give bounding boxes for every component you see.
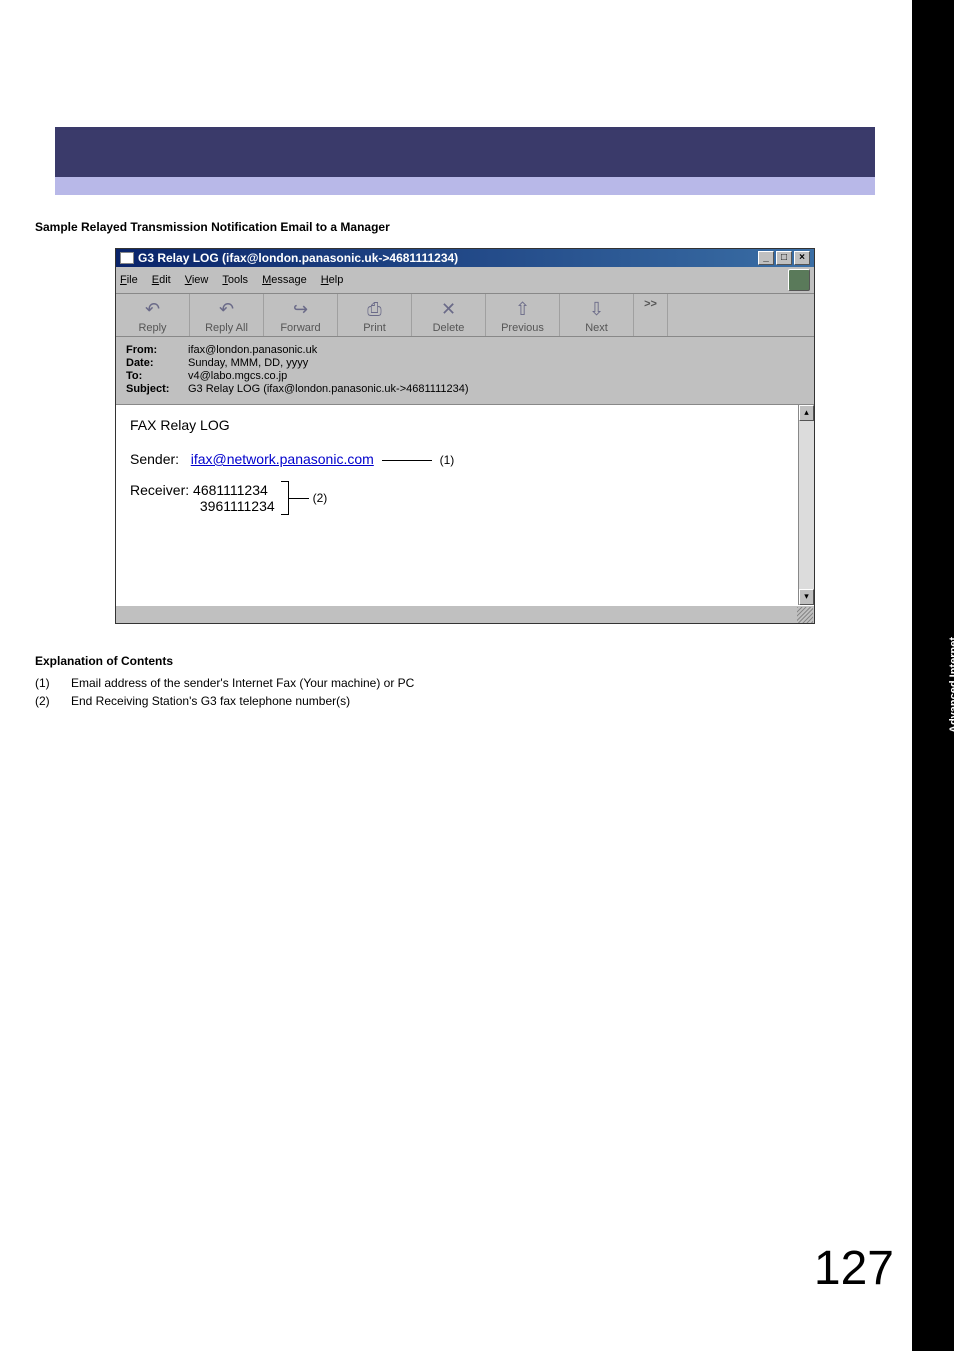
annot-line-1	[382, 460, 432, 461]
titlebar-left: G3 Relay LOG (ifax@london.panasonic.uk->…	[120, 251, 458, 265]
forward-button[interactable]: ↪ Forward	[264, 294, 338, 336]
reply-button-label: Reply	[118, 322, 187, 334]
print-button-label: Print	[340, 322, 409, 334]
sender-link[interactable]: ifax@network.panasonic.com	[191, 451, 374, 467]
receiver-value-0: 4681111234	[193, 482, 268, 498]
minimize-button[interactable]: _	[758, 251, 774, 265]
date-label: Date:	[126, 357, 188, 369]
explanation-row: (1) Email address of the sender's Intern…	[35, 676, 875, 690]
menu-file[interactable]: File	[120, 274, 138, 286]
subject-label: Subject:	[126, 383, 188, 395]
explanation-row: (2) End Receiving Station's G3 fax telep…	[35, 694, 875, 708]
receiver-value-1: 3961111234	[200, 498, 275, 514]
to-value: v4@labo.mgcs.co.jp	[188, 370, 287, 382]
receiver-label: Receiver:	[130, 482, 189, 498]
email-body: FAX Relay LOG Sender: ifax@network.panas…	[116, 405, 814, 527]
next-button-label: Next	[562, 322, 631, 334]
from-label: From:	[126, 344, 188, 356]
explanation-heading: Explanation of Contents	[35, 654, 875, 668]
scroll-down-button[interactable]: ▾	[799, 589, 814, 605]
delete-icon: ✕	[414, 298, 483, 320]
envelope-icon	[120, 252, 134, 264]
print-icon: ⎙	[340, 298, 409, 320]
maximize-button[interactable]: □	[776, 251, 792, 265]
receiver-block: Receiver: 4681111234 3961111234 (2)	[130, 481, 800, 515]
from-value: ifax@london.panasonic.uk	[188, 344, 317, 356]
previous-icon: ⇧	[488, 298, 557, 320]
toolbar: ↶ Reply ↶ Reply All ↪ Forward ⎙ Print ✕ Delete ⇧ Pr…	[116, 294, 814, 337]
page-content: Sample Relayed Transmission Notification…	[35, 220, 875, 712]
side-tab-line1: Advanced Internet	[948, 637, 954, 733]
email-body-area: FAX Relay LOG Sender: ifax@network.panas…	[116, 405, 814, 605]
menu-tools[interactable]: Tools	[222, 274, 248, 286]
body-title: FAX Relay LOG	[130, 417, 800, 433]
reply-button[interactable]: ↶ Reply	[116, 294, 190, 336]
menu-edit[interactable]: Edit	[152, 274, 171, 286]
forward-icon: ↪	[266, 298, 335, 320]
explanation-section: Explanation of Contents (1) Email addres…	[35, 654, 875, 708]
previous-button-label: Previous	[488, 322, 557, 334]
delete-button[interactable]: ✕ Delete	[412, 294, 486, 336]
date-value: Sunday, MMM, DD, yyyy	[188, 357, 308, 369]
menu-bar: File Edit View Tools Message Help	[116, 267, 814, 294]
to-label: To:	[126, 370, 188, 382]
subject-value: G3 Relay LOG (ifax@london.panasonic.uk->…	[188, 383, 469, 395]
side-tab: Advanced Internet Fax Features	[948, 625, 954, 745]
sender-label: Sender:	[130, 451, 179, 467]
resize-grip-icon[interactable]	[797, 607, 813, 623]
reply-all-button[interactable]: ↶ Reply All	[190, 294, 264, 336]
reply-icon: ↶	[118, 298, 187, 320]
email-window: G3 Relay LOG (ifax@london.panasonic.uk->…	[115, 248, 815, 624]
receiver-bracket	[281, 481, 289, 515]
page-number: 127	[814, 1241, 894, 1296]
close-button[interactable]: ×	[794, 251, 810, 265]
app-logo-icon	[788, 269, 810, 291]
reply-all-button-label: Reply All	[192, 322, 261, 334]
vertical-scrollbar[interactable]: ▴ ▾	[798, 405, 814, 605]
scroll-up-button[interactable]: ▴	[799, 405, 814, 421]
explanation-num-1: (1)	[35, 676, 71, 690]
section-title: Sample Relayed Transmission Notification…	[35, 220, 875, 234]
menu-view[interactable]: View	[185, 274, 209, 286]
menu-help[interactable]: Help	[321, 274, 344, 286]
status-bar	[116, 605, 814, 623]
delete-button-label: Delete	[414, 322, 483, 334]
annot-line-2	[289, 498, 309, 499]
forward-button-label: Forward	[266, 322, 335, 334]
header-bar-dark	[55, 127, 875, 177]
receiver-annotation: (2)	[313, 491, 328, 505]
sender-annotation: (1)	[440, 453, 455, 467]
email-headers: From:ifax@london.panasonic.uk Date:Sunda…	[116, 337, 814, 405]
previous-button[interactable]: ⇧ Previous	[486, 294, 560, 336]
toolbar-overflow-button[interactable]: >>	[634, 294, 668, 336]
reply-all-icon: ↶	[192, 298, 261, 320]
next-button[interactable]: ⇩ Next	[560, 294, 634, 336]
next-icon: ⇩	[562, 298, 631, 320]
header-bar-light	[55, 177, 875, 195]
window-titlebar: G3 Relay LOG (ifax@london.panasonic.uk->…	[116, 249, 814, 267]
window-title: G3 Relay LOG (ifax@london.panasonic.uk->…	[138, 251, 458, 265]
explanation-text-2: End Receiving Station's G3 fax telephone…	[71, 694, 350, 708]
explanation-num-2: (2)	[35, 694, 71, 708]
print-button[interactable]: ⎙ Print	[338, 294, 412, 336]
menu-message[interactable]: Message	[262, 274, 307, 286]
explanation-text-1: Email address of the sender's Internet F…	[71, 676, 414, 690]
window-controls: _ □ ×	[758, 251, 810, 265]
